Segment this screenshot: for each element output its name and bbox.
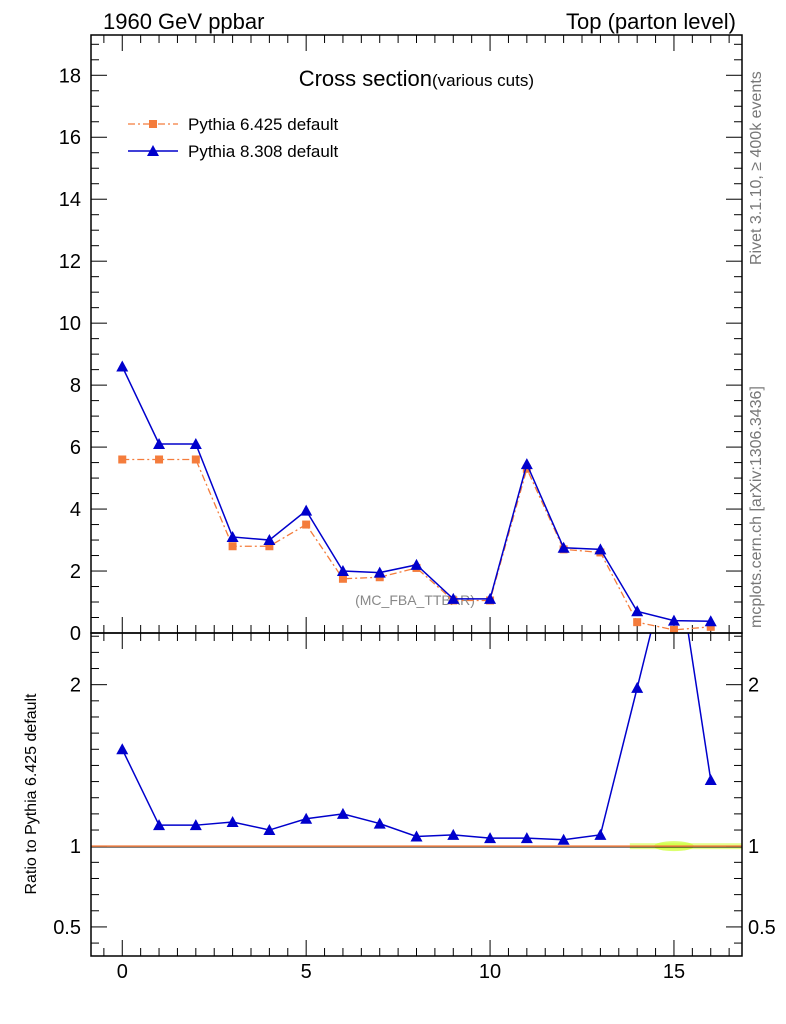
legend-label-pythia8: Pythia 8.308 default	[188, 142, 339, 161]
point-pythia6	[118, 455, 127, 464]
y-tick-label: 10	[59, 313, 81, 335]
ratio-plot-ticks: 0.5 0.5 1 1 2 2 0 5 10 15	[53, 633, 776, 983]
plot-title: Cross section	[299, 66, 432, 91]
ratio-point-pythia8	[447, 828, 460, 840]
y-tick-label: 8	[70, 375, 81, 397]
point-pythia6	[265, 542, 274, 551]
header-right: Top (parton level)	[566, 9, 736, 34]
series-line-pythia6	[122, 458, 711, 631]
point-pythia8	[520, 458, 533, 470]
point-pythia6	[338, 574, 347, 583]
legend-marker-pythia6	[149, 120, 157, 128]
ratio-plot-panel: 0.5 0.5 1 1 2 2 0 5 10 15 Ratio to Pythia 6.425 d…	[23, 533, 776, 983]
point-pythia8	[116, 360, 129, 372]
point-pythia8	[153, 437, 166, 449]
y-tick-label: 14	[59, 189, 81, 211]
x-tick-label: 5	[301, 961, 312, 983]
legend-label-pythia6: Pythia 6.425 default	[188, 115, 339, 134]
plot-subtitle: (various cuts)	[432, 71, 534, 90]
x-tick-label: 10	[479, 961, 501, 983]
point-pythia8	[189, 437, 202, 449]
x-tick-label: 0	[117, 961, 128, 983]
ratio-y-tick-label-right: 0.5	[748, 917, 776, 939]
point-pythia8	[447, 592, 460, 604]
main-plot-series	[116, 360, 717, 633]
ratio-point-pythia8	[116, 743, 129, 755]
ratio-y-tick-label-right: 1	[748, 836, 759, 858]
mcplots-label: mcplots.cern.ch [arXiv:1306.3436]	[748, 386, 765, 628]
ratio-point-pythia8	[704, 773, 717, 785]
legend-marker-pythia8	[147, 145, 159, 156]
point-pythia6	[706, 622, 715, 631]
point-pythia6	[155, 455, 164, 464]
point-pythia8	[667, 614, 680, 626]
point-pythia8	[226, 530, 239, 542]
point-pythia6	[669, 625, 678, 633]
ratio-y-tick-label: 1	[70, 836, 81, 858]
ratio-point-pythia8	[300, 812, 313, 824]
ratio-y-tick-label-right: 2	[748, 675, 759, 697]
ratio-point-pythia8	[594, 828, 607, 840]
ratio-point-pythia8	[520, 832, 533, 844]
point-pythia8	[336, 565, 349, 577]
analysis-watermark: (MC_FBA_TTBAR)	[355, 592, 475, 608]
point-pythia6	[633, 618, 642, 627]
ratio-plot-series	[91, 533, 742, 848]
point-pythia8	[594, 543, 607, 555]
ratio-point-pythia8	[373, 817, 386, 829]
ratio-point-pythia8	[226, 815, 239, 827]
point-pythia8	[704, 615, 717, 627]
header-left: 1960 GeV ppbar	[103, 9, 264, 34]
ratio-y-tick-label: 2	[70, 675, 81, 697]
ratio-y-tick-label: 0.5	[53, 917, 81, 939]
point-pythia6	[191, 455, 200, 464]
ratio-point-pythia8	[189, 819, 202, 831]
point-pythia8	[557, 541, 570, 553]
ratio-point-pythia8	[410, 830, 423, 842]
ratio-point-pythia8	[631, 681, 644, 693]
ratio-plot-frame	[90, 632, 743, 957]
ratio-point-pythia8	[336, 807, 349, 819]
point-pythia6	[302, 520, 311, 529]
ratio-point-pythia8	[557, 833, 570, 845]
ratio-point-pythia8	[484, 832, 497, 844]
point-pythia8	[263, 534, 276, 546]
point-pythia8	[410, 558, 423, 570]
point-pythia8	[300, 504, 313, 516]
main-plot-ticks: 0 2 4 6 8 10 12 14 16 18	[59, 35, 742, 645]
point-pythia8	[373, 566, 386, 578]
ratio-ylabel: Ratio to Pythia 6.425 default	[23, 693, 40, 895]
rivet-label: Rivet 3.1.10, ≥ 400k events	[748, 71, 765, 265]
y-tick-label: 12	[59, 251, 81, 273]
y-tick-label: 2	[70, 561, 81, 583]
ratio-point-pythia8	[668, 533, 680, 544]
point-pythia6	[228, 542, 237, 551]
y-tick-label: 6	[70, 437, 81, 459]
y-tick-label: 0	[70, 623, 81, 645]
ratio-point-pythia8	[153, 819, 166, 831]
y-tick-label: 18	[59, 65, 81, 87]
point-pythia8	[484, 592, 497, 604]
y-tick-label: 16	[59, 127, 81, 149]
y-tick-label: 4	[70, 499, 81, 521]
main-plot-panel: 0 2 4 6 8 10 12 14 16 18 Cross section (various c…	[59, 34, 743, 645]
point-pythia8	[631, 605, 644, 617]
x-tick-label: 15	[663, 961, 685, 983]
legend: Pythia 6.425 default Pythia 8.308 defaul…	[128, 115, 339, 161]
ratio-point-pythia8	[263, 824, 276, 836]
ratio-line-pythia8	[121, 633, 712, 841]
